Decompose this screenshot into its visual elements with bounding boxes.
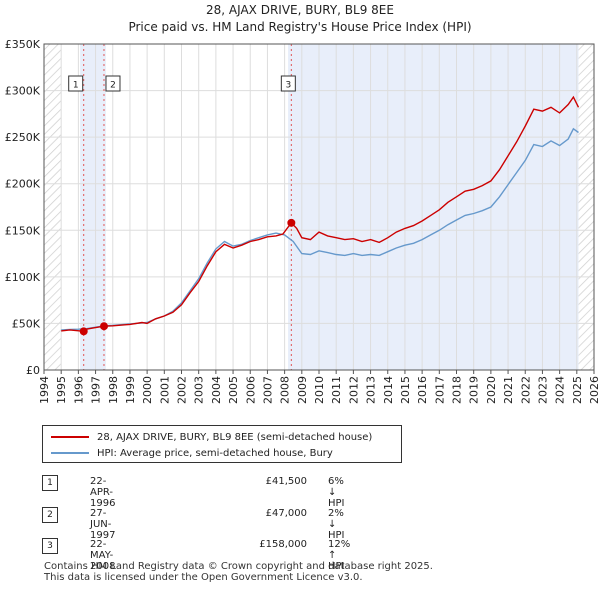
plot-border: [43, 43, 595, 371]
sale-point: [79, 327, 88, 336]
transaction-date: 22-APR-1996: [90, 476, 116, 509]
x-tick-label: 2004: [210, 376, 223, 404]
y-tick-label: £0: [26, 364, 40, 377]
x-tick-label: 2018: [451, 376, 464, 404]
y-tick-label: £300K: [5, 85, 41, 98]
legend: 28, AJAX DRIVE, BURY, BL9 8EE (semi-deta…: [42, 425, 402, 463]
shaded-span: [80, 44, 106, 370]
sale-point: [287, 218, 296, 227]
x-tick-label: 2024: [554, 376, 567, 404]
x-tick-label: 2014: [382, 376, 395, 404]
y-tick-label: £350K: [5, 38, 41, 51]
x-tick-label: 2019: [468, 376, 481, 404]
x-tick-label: 2008: [279, 376, 292, 404]
transaction-hpi: 6% ↓ HPI: [328, 476, 345, 509]
x-tick-label: 2012: [347, 376, 360, 404]
x-tick-label: 2020: [485, 376, 498, 404]
x-tick-label: 2016: [416, 376, 429, 404]
x-tick-label: 2026: [588, 376, 600, 404]
x-tick-label: 2013: [365, 376, 378, 404]
x-tick-label: 1999: [124, 376, 137, 404]
shaded-span: [288, 44, 579, 370]
x-tick-label: 1994: [38, 376, 51, 404]
x-tick-label: 1998: [107, 376, 120, 404]
x-tick-label: 2023: [536, 376, 549, 404]
legend-swatch-hpi: [51, 452, 89, 454]
y-tick-label: £250K: [5, 131, 41, 144]
x-tick-label: 2001: [158, 376, 171, 404]
sale-point: [99, 322, 108, 331]
property-series-line: [61, 95, 580, 333]
y-tick-label: £200K: [5, 178, 41, 191]
transaction-price: £41,500: [265, 476, 307, 487]
sale-label-box: [68, 75, 84, 92]
x-tick-label: 2006: [244, 376, 257, 404]
sale-label-text: 3: [285, 81, 291, 91]
x-tick-label: 2022: [519, 376, 532, 404]
legend-label-hpi: HPI: Average price, semi-detached house,…: [97, 447, 333, 459]
x-tick-label: 2000: [141, 376, 154, 404]
y-tick-label: £150K: [5, 224, 41, 237]
x-tick-label: 2011: [330, 376, 343, 404]
y-tick-label: £100K: [5, 271, 41, 284]
sale-label-text: 1: [73, 81, 79, 91]
hatched-region: [578, 44, 594, 370]
footer-license: This data is licensed under the Open Gov…: [44, 572, 363, 583]
transaction-date: 27-JUN-1997: [90, 508, 116, 541]
transaction-price: £47,000: [265, 508, 307, 519]
transaction-hpi: 2% ↓ HPI: [328, 508, 345, 541]
legend-label-property: 28, AJAX DRIVE, BURY, BL9 8EE (semi-deta…: [97, 431, 373, 443]
x-tick-label: 2025: [571, 376, 584, 404]
chart-subtitle: Price paid vs. HM Land Registry's House …: [128, 20, 472, 34]
legend-item-hpi: HPI: Average price, semi-detached house,…: [51, 445, 333, 461]
sale-label-text: 2: [110, 81, 116, 91]
x-tick-label: 1996: [72, 376, 85, 404]
chart-title: 28, AJAX DRIVE, BURY, BL9 8EE: [206, 3, 394, 17]
footer-copyright: Contains HM Land Registry data © Crown c…: [44, 561, 433, 572]
x-tick-label: 2021: [502, 376, 515, 404]
x-tick-label: 2007: [261, 376, 274, 404]
sale-label-box: [105, 75, 121, 92]
x-tick-label: 2005: [227, 376, 240, 404]
x-tick-label: 2009: [296, 376, 309, 404]
x-tick-label: 2017: [433, 376, 446, 404]
price-chart: 1 2 3 £0 £50K £100K £150K £200K £250K £300K £350K…: [5, 38, 600, 404]
transaction-number: 1: [42, 475, 58, 491]
x-tick-label: 2010: [313, 376, 326, 404]
transaction-price: £158,000: [259, 539, 307, 550]
x-tick-label: 2015: [399, 376, 412, 404]
hatched-region: [44, 44, 62, 370]
transaction-date: 22-MAY-2008: [90, 539, 116, 572]
x-tick-label: 2002: [176, 376, 189, 404]
x-tick-label: 1997: [90, 376, 103, 404]
x-tick-label: 2003: [193, 376, 206, 404]
transaction-hpi: 12% ↑ HPI: [328, 539, 351, 572]
legend-swatch-property: [51, 436, 89, 438]
x-tick-label: 1995: [55, 376, 68, 404]
y-tick-label: £50K: [12, 317, 41, 330]
transaction-number: 2: [42, 507, 58, 523]
transaction-number: 3: [42, 538, 58, 554]
legend-item-property: 28, AJAX DRIVE, BURY, BL9 8EE (semi-deta…: [51, 429, 372, 445]
sale-label-box: [280, 75, 296, 92]
